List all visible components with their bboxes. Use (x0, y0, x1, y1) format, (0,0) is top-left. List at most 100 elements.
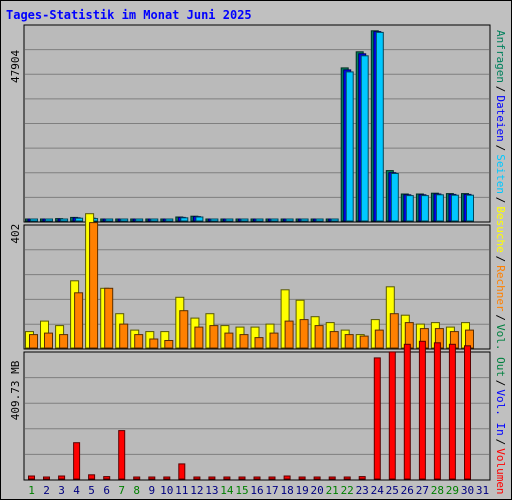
bar-seiten-day-9 (150, 218, 159, 222)
xtick-label-25: 25 (386, 484, 399, 497)
xtick-label-23: 23 (356, 484, 369, 497)
bar-seiten-day-23 (360, 55, 369, 222)
bar-rechner-day-17 (269, 332, 279, 349)
bar-volumen-day-18 (283, 475, 291, 480)
xtick-label-20: 20 (310, 484, 323, 497)
bar-rechner-day-2 (44, 332, 53, 349)
bar-seiten-day-4 (75, 217, 84, 222)
xtick-label-30: 30 (461, 484, 474, 497)
bar-volumen-day-16 (253, 476, 261, 480)
xtick-label-15: 15 (235, 484, 248, 497)
legend-label-seiten: Seiten (494, 154, 507, 194)
bar-rechner-day-22 (344, 334, 354, 349)
bar-rechner-day-10 (164, 340, 174, 349)
bar-volumen-day-17 (268, 476, 276, 480)
bar-seiten-day-12 (195, 216, 204, 222)
bar-seiten-day-2 (45, 218, 53, 222)
bar-seiten-day-18 (285, 218, 294, 222)
xtick-label-16: 16 (250, 484, 263, 497)
ytick-max-label-middle: 402 (9, 224, 22, 244)
bar-rechner-day-21 (329, 331, 339, 349)
legend-separator: / (494, 314, 507, 321)
bar-seiten-day-6 (105, 218, 114, 222)
bar-volumen-day-8 (133, 476, 141, 480)
bar-seiten-day-26 (405, 195, 414, 222)
bar-seiten-day-13 (210, 218, 219, 222)
bar-volumen-day-26 (403, 343, 411, 480)
bar-volumen-day-4 (73, 442, 81, 480)
bar-seiten-day-16 (255, 218, 264, 222)
legend-label-volumen: Volumen (494, 448, 507, 494)
xtick-label-17: 17 (265, 484, 278, 497)
xtick-label-6: 6 (103, 484, 110, 497)
xtick-label-9: 9 (148, 484, 155, 497)
xtick-label-4: 4 (73, 484, 80, 497)
legend-separator: / (494, 197, 507, 204)
chart-title: Tages-Statistik im Monat Juni 2025 (6, 8, 252, 22)
xtick-label-1: 1 (28, 484, 35, 497)
bar-volumen-day-24 (373, 357, 381, 480)
bar-rechner-day-1 (29, 334, 38, 349)
bar-volumen-day-25 (388, 351, 396, 480)
xtick-label-19: 19 (295, 484, 308, 497)
bar-rechner-day-18 (284, 320, 294, 349)
xtick-label-27: 27 (416, 484, 429, 497)
xtick-label-31: 31 (476, 484, 489, 497)
legend-separator: / (494, 86, 507, 93)
bar-seiten-day-7 (120, 218, 129, 222)
bar-rechner-day-15 (239, 334, 249, 349)
bar-seiten-day-24 (375, 31, 384, 222)
bar-rechner-day-3 (59, 334, 69, 349)
xtick-label-10: 10 (160, 484, 173, 497)
bar-rechner-day-12 (194, 326, 204, 349)
bar-seiten-day-30 (466, 194, 474, 222)
xtick-label-8: 8 (133, 484, 140, 497)
legend-separator: / (494, 145, 507, 152)
bar-volumen-day-2 (43, 476, 50, 480)
bar-seiten-day-1 (30, 218, 38, 222)
bar-rechner-day-5 (89, 222, 99, 349)
bar-rechner-day-9 (149, 338, 159, 349)
legend-label-dateien: Dateien (494, 95, 507, 141)
xtick-label-11: 11 (175, 484, 188, 497)
bar-volumen-day-28 (433, 342, 441, 480)
bar-rechner-day-8 (134, 334, 144, 349)
bar-volumen-day-30 (464, 345, 471, 480)
bar-rechner-day-16 (254, 337, 264, 349)
xtick-label-18: 18 (280, 484, 293, 497)
bar-volumen-day-22 (343, 476, 351, 480)
xtick-label-14: 14 (220, 484, 234, 497)
ytick-max-label-bottom: 409.73 MB (9, 360, 22, 420)
bar-rechner-day-11 (179, 310, 189, 349)
bar-rechner-day-6 (104, 287, 114, 349)
plot-area-bottom (23, 351, 491, 481)
bar-seiten-day-28 (435, 194, 444, 222)
bar-volumen-day-6 (103, 476, 111, 480)
legend-label-vol-in: Vol. In (494, 389, 507, 435)
bar-seiten-day-15 (240, 218, 249, 222)
bar-volumen-day-12 (193, 476, 201, 480)
xtick-label-22: 22 (341, 484, 354, 497)
bar-volumen-day-11 (178, 463, 186, 480)
bar-rechner-day-25 (389, 313, 399, 349)
xtick-label-13: 13 (205, 484, 218, 497)
bar-volumen-day-10 (163, 476, 171, 480)
bar-seiten-day-10 (165, 218, 174, 222)
bar-seiten-day-27 (420, 195, 429, 222)
bar-rechner-day-4 (74, 292, 84, 349)
ytick-max-label-top: 47904 (9, 49, 22, 82)
xtick-label-7: 7 (118, 484, 125, 497)
bar-rechner-day-19 (299, 319, 309, 349)
bar-seiten-day-22 (345, 71, 354, 222)
bar-volumen-day-5 (88, 474, 96, 480)
legend-separator: / (494, 256, 507, 263)
bar-rechner-day-24 (374, 329, 384, 349)
bar-seiten-day-29 (450, 194, 459, 222)
xtick-label-3: 3 (58, 484, 65, 497)
xtick-label-5: 5 (88, 484, 95, 497)
bar-volumen-day-14 (223, 476, 231, 480)
bar-volumen-day-21 (328, 476, 336, 480)
xtick-label-28: 28 (431, 484, 444, 497)
xtick-label-2: 2 (43, 484, 50, 497)
bar-volumen-day-1 (28, 475, 35, 480)
